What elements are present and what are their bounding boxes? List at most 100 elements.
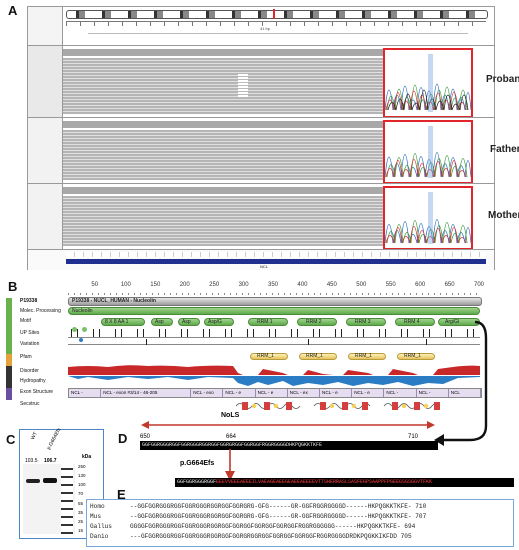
alignment-row: Danio ---GFGGRGGGRGGFGGRGGGRGGRGGFGGRGRGG… bbox=[90, 533, 412, 540]
alignment-row: Gallus GGGGFGGRGGGRGGFGGRGGGRGGRGGFGGRGGF… bbox=[90, 523, 415, 530]
accession-bar: P19338 - NUCL_HUMAN - Nucleolin bbox=[68, 297, 482, 306]
species-end: 710 bbox=[415, 503, 427, 510]
track-name-molec: Molec. Processing bbox=[20, 308, 61, 314]
proband-coverage bbox=[63, 49, 383, 56]
proband-reads bbox=[63, 58, 383, 114]
motif-rrm1: RRM 1 bbox=[248, 318, 288, 326]
mother-track: Mother bbox=[28, 183, 519, 250]
track-name-accession: P19338 bbox=[20, 298, 38, 304]
motif-aspg: Asp/G bbox=[204, 318, 234, 326]
proband-label: Proband bbox=[486, 74, 519, 85]
track-name-secstruc: Secstruc bbox=[20, 401, 40, 407]
track-name-upsites: UP Sites bbox=[20, 330, 40, 336]
marker-label: 250 bbox=[78, 464, 86, 469]
panel-a-letter: A bbox=[8, 3, 18, 18]
panel-connector-arrow bbox=[434, 320, 488, 446]
species-seq: GGGGFGGRGGGRGGFGGRGGGRGGRGGFGGRGGFGGRGGF… bbox=[130, 523, 401, 530]
exon-segment: NCL - bbox=[417, 389, 449, 397]
panel-b-letter: B bbox=[8, 279, 18, 294]
motif-rrm4: RRM 4 bbox=[395, 318, 435, 326]
species-end: 707 bbox=[415, 513, 427, 520]
species-name: Gallus bbox=[90, 523, 112, 530]
motif-repeat: 8 X 8 AA 1 bbox=[101, 318, 145, 326]
motif-rrm2: RRM 2 bbox=[297, 318, 337, 326]
scale-ticks bbox=[68, 293, 480, 295]
scale-tick-label: 350 bbox=[268, 282, 279, 288]
exon-structure-track: NCL - NCL - exon #3/14 - 46-205 NCL - exo N… bbox=[68, 388, 482, 398]
igv-browser: 41 bp Proband bbox=[27, 6, 519, 270]
secondary-structure bbox=[235, 402, 441, 410]
band-wt bbox=[26, 479, 40, 483]
proband-track: Proband bbox=[28, 45, 519, 118]
variant-tick bbox=[308, 339, 309, 345]
pfam-label-2: RRM_1 bbox=[355, 353, 372, 359]
track-name-exons: Exon Structure bbox=[20, 389, 54, 395]
motif-label-3: Asp/G bbox=[208, 319, 222, 325]
proband-trace bbox=[384, 54, 472, 112]
mutant-seq-prefix: GGFGGRGGGRGGF bbox=[177, 479, 217, 485]
father-trace bbox=[384, 126, 472, 178]
ideogram-position-marker bbox=[273, 9, 275, 19]
scale-tick-label: 500 bbox=[356, 282, 367, 288]
mother-label: Mother bbox=[488, 210, 519, 221]
marker-label: 130 bbox=[78, 473, 86, 479]
motif-asp-2: Asp bbox=[178, 318, 200, 326]
pfam-label-3: RRM_1 bbox=[404, 353, 421, 359]
exon-segment: NCL - exo bbox=[191, 389, 224, 397]
nols-end: 710 bbox=[408, 434, 419, 440]
father-reads bbox=[63, 130, 383, 180]
up-sites-track bbox=[68, 329, 480, 338]
igv-corner bbox=[28, 7, 63, 45]
scale-tick-label: 300 bbox=[238, 282, 249, 288]
pfam-strip bbox=[6, 354, 12, 366]
marker-label: 15 bbox=[78, 528, 84, 533]
father-coverage bbox=[63, 121, 383, 128]
proband-variant-column bbox=[238, 74, 248, 98]
proband-track-names bbox=[28, 46, 63, 118]
ruler-ticks bbox=[66, 22, 486, 26]
protein-viewer: 50 100 150 200 250 300 350 400 450 500 550 600 650 70… bbox=[6, 280, 516, 420]
disorder-hydropathy-plot bbox=[68, 365, 480, 386]
up-site-marker bbox=[72, 327, 77, 332]
track-name-hydropathy: Hydropathy bbox=[20, 378, 46, 384]
species-end: 705 bbox=[400, 533, 412, 540]
scale-tick-label: 650 bbox=[444, 282, 455, 288]
scale-tick-label: 200 bbox=[179, 282, 190, 288]
panel-c-letter: C bbox=[6, 432, 16, 447]
marker-ladder bbox=[61, 464, 73, 534]
motif-label-6: RRM 3 bbox=[355, 319, 371, 325]
lane-label-mut: p.G664Efs bbox=[46, 427, 63, 451]
exon-segment: NCL - ex bbox=[288, 389, 320, 397]
motif-label-4: RRM 1 bbox=[257, 319, 273, 325]
mother-coverage bbox=[63, 187, 383, 194]
exon-segment: NCL bbox=[449, 389, 481, 397]
species-seq: --GGFGGRGGGRGGFGGRGGGRGGRGGFGGRGRG-GFG--… bbox=[130, 503, 412, 510]
exon-segment: NCL - e bbox=[320, 389, 353, 397]
mutant-sequence: GGFGGRGGGRGGFEEEVVEEEAEEEILVAEAGEAEEGEAE… bbox=[175, 478, 514, 487]
variant-tick bbox=[146, 339, 147, 345]
alignment-row: Homo --GGFGGRGGGRGGFGGRGGGRGGRGGFGGRGRG-G… bbox=[90, 503, 426, 510]
variation-track bbox=[68, 344, 480, 345]
nucleolin-chain-label: Nucleolin bbox=[72, 308, 93, 314]
mother-trace bbox=[384, 192, 472, 244]
father-track-names bbox=[28, 118, 63, 184]
lane-value-mut: 106.7 bbox=[44, 458, 57, 464]
scale-tick-label: 250 bbox=[209, 282, 220, 288]
mutant-seq-frameshift: EEEVVEEEAEEEILVAEAGEAEEGEAEEAEEEEVTTSHER… bbox=[216, 479, 433, 485]
pfam-rrm-3: RRM_1 bbox=[348, 353, 386, 360]
species-name: Danio bbox=[90, 533, 109, 540]
motif-asp-1: Asp bbox=[151, 318, 173, 326]
exon-segment: NCL - e bbox=[256, 389, 288, 397]
pfam-rrm-1: RRM_1 bbox=[250, 353, 288, 360]
accession-bar-label: P19338 - NUCL_HUMAN - Nucleolin bbox=[72, 298, 156, 304]
up-site-marker bbox=[82, 327, 87, 332]
scale-tick-label: 150 bbox=[150, 282, 161, 288]
residue-scale: 50 100 150 200 250 300 350 400 450 500 550 600 650 70… bbox=[68, 280, 484, 292]
ruler-minor bbox=[88, 33, 468, 34]
ncl-gene-bar bbox=[66, 259, 486, 264]
scale-tick-label: 50 bbox=[91, 282, 99, 288]
motif-label-0: 8 X 8 AA 1 bbox=[105, 319, 129, 325]
scale-tick-label: 100 bbox=[120, 282, 131, 288]
mutation-arrow bbox=[225, 449, 235, 481]
ruler-center-label: 41 bp bbox=[260, 26, 271, 31]
